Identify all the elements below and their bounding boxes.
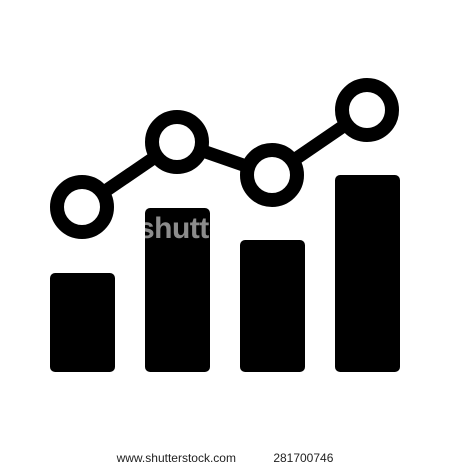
- trend-point-1: [50, 175, 114, 239]
- chart-bar-1: [50, 273, 115, 372]
- footer-site: www.shutterstock.com: [116, 451, 236, 465]
- chart-bar-2: [145, 208, 210, 372]
- trend-line: [75, 103, 374, 214]
- footer-image-id: 281700746: [273, 451, 334, 465]
- trend-point-3: [240, 143, 304, 207]
- footer: www.shutterstock.com 281700746: [0, 446, 450, 470]
- chart-bar-3: [240, 240, 305, 372]
- trend-point-4: [335, 78, 399, 142]
- chart-bar-4: [335, 175, 400, 372]
- trend-point-2: [145, 110, 209, 174]
